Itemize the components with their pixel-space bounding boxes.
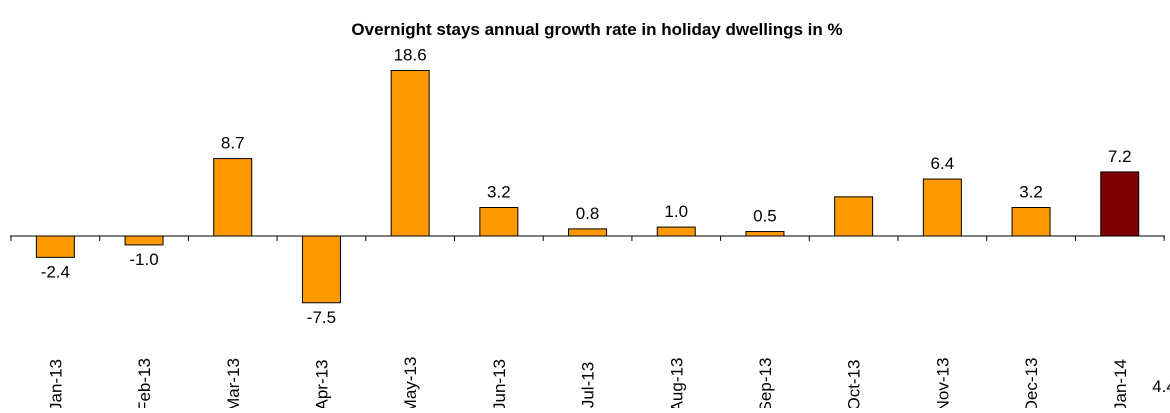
x-tick-label-jan-14: Jan-14 (1111, 359, 1130, 408)
bar-aug-13 (656, 226, 696, 237)
x-tick-label-feb-13: Feb-13 (135, 358, 154, 408)
x-tick-label-apr-13: Apr-13 (312, 359, 331, 408)
value-label-mar-13: 8.7 (221, 134, 245, 153)
bar-mar-13 (213, 158, 253, 237)
value-label-jan-13: -2.4 (41, 262, 70, 281)
value-label-jun-13: 3.2 (487, 183, 511, 202)
bar-dec-13 (1011, 207, 1051, 237)
x-tick-label-may-13: May-13 (401, 357, 420, 408)
x-tick-label-mar-13: Mar-13 (224, 358, 243, 408)
x-tick-label-jul-13: Jul-13 (579, 362, 598, 408)
x-tick-label-nov-13: Nov-13 (933, 358, 952, 408)
value-label-apr-13: -7.5 (307, 308, 336, 327)
bar-oct-13 (834, 196, 874, 237)
value-label-jul-13: 0.8 (576, 204, 600, 223)
x-tick-label-sep-13: Sep-13 (756, 358, 775, 408)
value-labels-group: -2.4 -1.0 8.7 -7.5 18.6 3.2 0.8 1.0 0.5 4.4 6.4 3.2… (41, 45, 1170, 396)
bar-jan-13 (35, 235, 75, 258)
x-tick-label-aug-13: Aug-13 (667, 358, 686, 408)
bar-jun-13 (479, 207, 519, 237)
bar-feb-13 (124, 235, 164, 246)
x-axis-ticks (10, 236, 1165, 241)
value-label-sep-13: 0.5 (753, 207, 777, 226)
value-label-jan-14: 7.2 (1108, 147, 1132, 166)
value-label-may-13: 18.6 (394, 45, 427, 64)
bar-jan-14 (1100, 171, 1140, 237)
bars-group (35, 69, 1140, 304)
bar-jul-13 (568, 228, 608, 237)
value-label-oct-13: 4.4 (1152, 377, 1170, 396)
bar-sep-13 (745, 231, 785, 237)
x-tick-label-jun-13: Jun-13 (490, 359, 509, 408)
bar-apr-13 (301, 235, 341, 304)
bar-may-13 (390, 69, 430, 237)
value-label-feb-13: -1.0 (129, 250, 158, 269)
value-label-aug-13: 1.0 (664, 202, 688, 221)
x-tick-label-dec-13: Dec-13 (1022, 358, 1041, 408)
chart-title: Overnight stays annual growth rate in ho… (351, 20, 842, 39)
tick-labels-group: Jan-13 Feb-13 Mar-13 Apr-13 May-13 Jun-13 Jul-… (46, 357, 1130, 413)
value-label-dec-13: 3.2 (1019, 183, 1043, 202)
x-tick-label-oct-13: Oct-13 (845, 359, 864, 408)
bar-nov-13 (922, 178, 962, 237)
value-label-nov-13: 6.4 (931, 154, 955, 173)
x-tick-label-jan-13: Jan-13 (46, 359, 65, 408)
